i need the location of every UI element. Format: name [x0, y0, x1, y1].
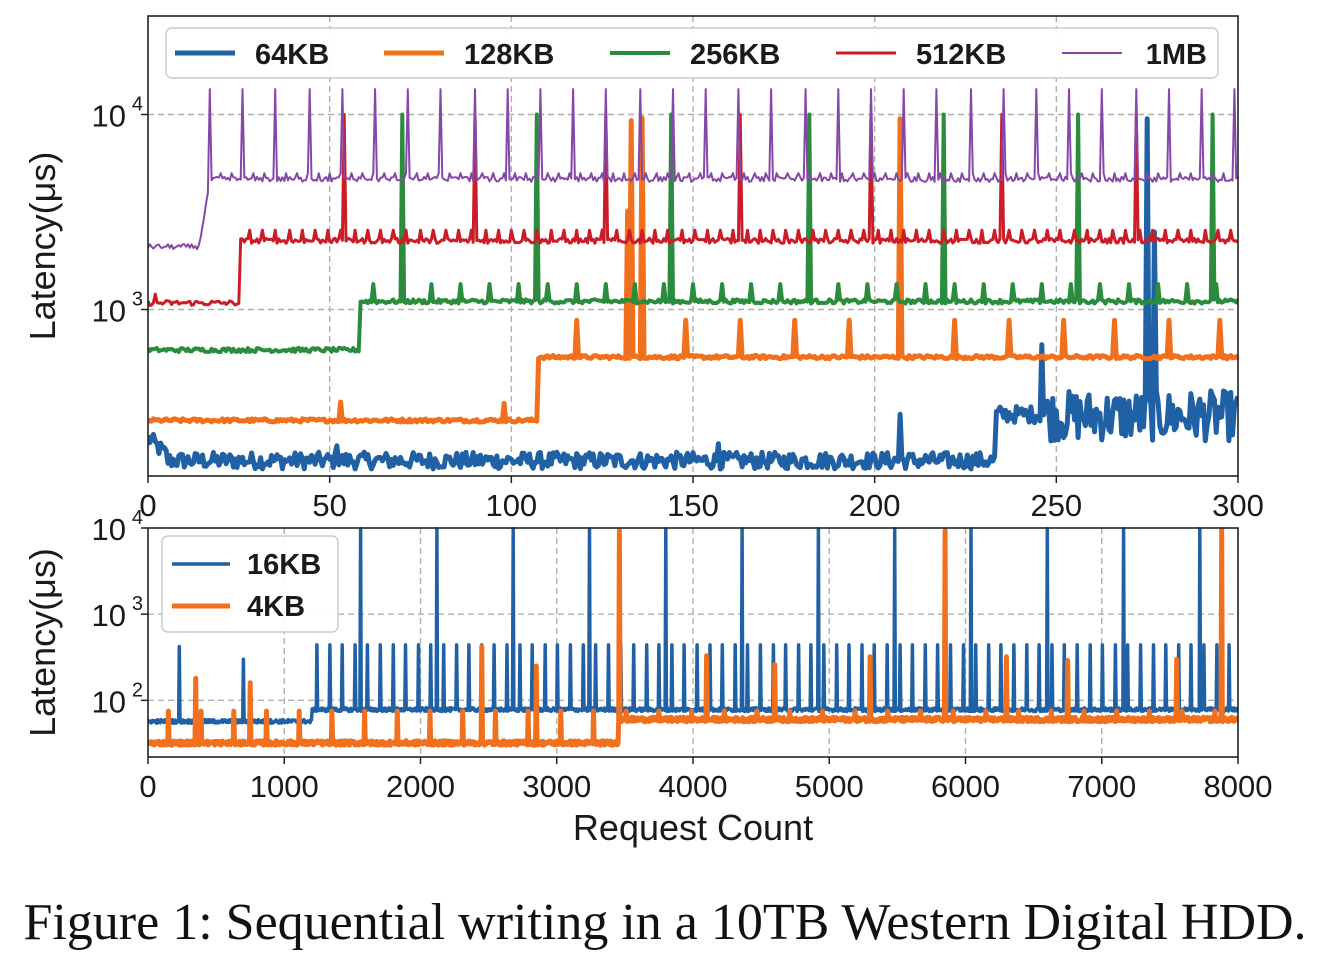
legend-label-1mb: 1MB — [1146, 39, 1207, 71]
x-tick-label: 150 — [667, 488, 719, 523]
x-tick-label: 0 — [139, 769, 156, 804]
x-tick-label: 4000 — [659, 769, 728, 804]
x-tick-label: 100 — [485, 488, 537, 523]
y-tick-exponent: 4 — [132, 507, 143, 529]
legend-label-4kb: 4KB — [247, 591, 305, 623]
y-tick-label: 10 — [92, 684, 126, 719]
y-tick-exponent: 3 — [132, 288, 143, 310]
x-tick-label: 250 — [1030, 488, 1082, 523]
series-line-512kb — [148, 113, 1238, 307]
y-tick-label: 10 — [92, 598, 126, 633]
y-tick-exponent: 4 — [132, 94, 143, 116]
legend: 64KB 128KB 256KB 512KB 1MB — [165, 27, 1219, 79]
legend-label-512kb: 512KB — [916, 39, 1006, 71]
y-axis-label: Latency(μs) — [22, 152, 63, 341]
x-tick-label: 50 — [312, 488, 346, 523]
series-line-64kb — [148, 116, 1238, 472]
series-line-256kb — [148, 112, 1238, 354]
y-tick-base: 10 — [92, 684, 126, 719]
x-tick-label: 3000 — [522, 769, 591, 804]
series-line-1mb — [148, 88, 1238, 251]
legend-label-64kb: 64KB — [255, 39, 329, 71]
x-tick-label: 1000 — [250, 769, 319, 804]
series-line-4kb — [148, 527, 1238, 748]
y-tick-base: 10 — [92, 293, 126, 328]
x-tick-label: 6000 — [931, 769, 1000, 804]
y-tick-exponent: 3 — [132, 593, 143, 615]
x-tick-label: 7000 — [1067, 769, 1136, 804]
x-tick-label: 0 — [139, 488, 156, 523]
y-tick-label: 10 — [92, 99, 126, 134]
x-tick-label: 300 — [1212, 488, 1264, 523]
legend-label-256kb: 256KB — [690, 39, 780, 71]
y-tick-base: 10 — [92, 512, 126, 547]
top-chart: 0 50 100 150 200 250 300 10 3 10 4 Latency(μs) 64KB 1… — [22, 15, 1264, 523]
x-tick-label: 8000 — [1204, 769, 1273, 804]
series-group — [148, 88, 1238, 472]
x-tick-label: 5000 — [795, 769, 864, 804]
legend-box — [165, 27, 1219, 79]
y-axis-label: Latency(μs) — [22, 548, 63, 737]
y-tick-base: 10 — [92, 598, 126, 633]
x-tick-label: 200 — [849, 488, 901, 523]
series-group — [148, 527, 1238, 748]
y-tick-label: 10 — [92, 293, 126, 328]
legend-label-128kb: 128KB — [464, 39, 554, 71]
legend-label-16kb: 16KB — [247, 549, 321, 581]
series-line-128kb — [148, 115, 1238, 425]
x-tick-label: 2000 — [386, 769, 455, 804]
legend: 16KB 4KB — [161, 535, 339, 633]
figure-caption: Figure 1: Sequential writing in a 10TB W… — [23, 894, 1307, 951]
y-tick-base: 10 — [92, 99, 126, 134]
y-tick-exponent: 2 — [132, 679, 143, 701]
y-tick-label: 10 — [92, 512, 126, 547]
x-axis-label: Request Count — [573, 807, 813, 848]
